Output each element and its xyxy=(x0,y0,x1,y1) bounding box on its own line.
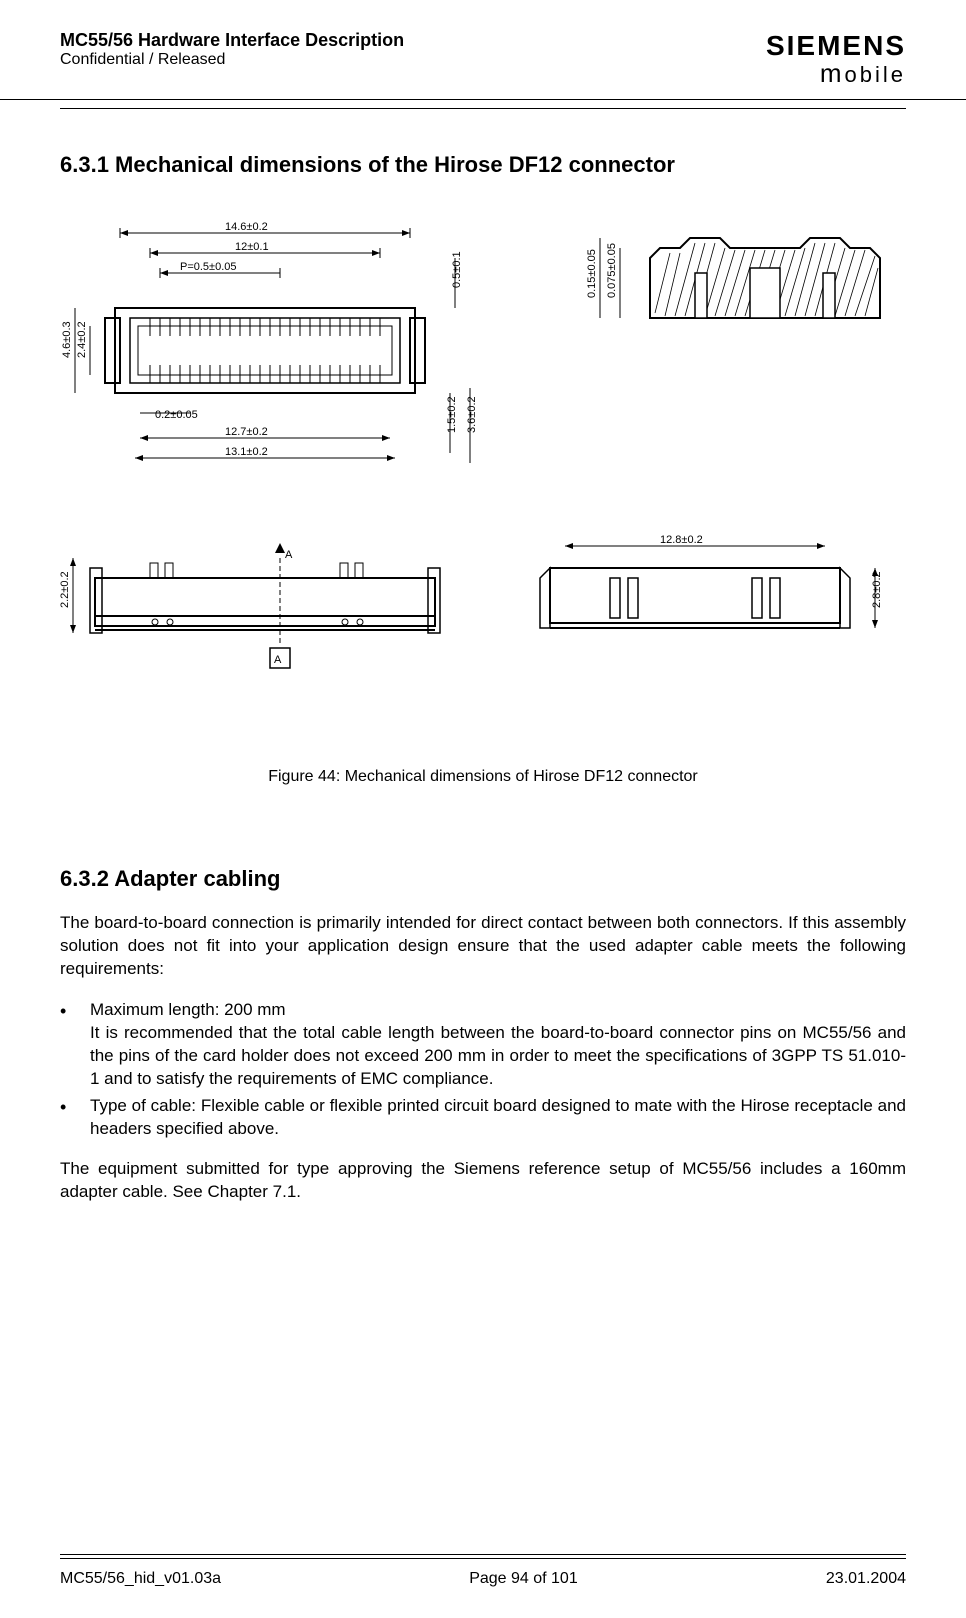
dim-d7: 4.6±0.3 xyxy=(61,321,73,358)
cross-section-group: 0.15±0.05 0.075±0.05 xyxy=(586,238,880,318)
bullet-1: Maximum length: 200 mm It is recommended… xyxy=(60,999,906,1091)
dim-d10: 1.5±0.2 xyxy=(446,396,458,433)
figure-44-caption: Figure 44: Mechanical dimensions of Hiro… xyxy=(60,768,906,786)
dim-d11: 3.6±0.2 xyxy=(466,396,478,433)
front-view-group: 12.8±0.2 2.8±0.2 xyxy=(540,534,883,628)
top-view-group: 14.6±0.2 12±0.1 P=0.5±0.05 xyxy=(61,221,478,463)
logo-m: m xyxy=(820,58,845,88)
page-footer: MC55/56_hid_v01.03a Page 94 of 101 23.01… xyxy=(0,1554,966,1588)
header-left: MC55/56 Hardware Interface Description C… xyxy=(60,30,404,69)
section-632-heading: 6.3.2 Adapter cabling xyxy=(60,866,906,892)
para-632-1: The board-to-board connection is primari… xyxy=(60,912,906,981)
doc-title: MC55/56 Hardware Interface Description xyxy=(60,30,404,51)
header-divider xyxy=(60,108,906,109)
dim-d1: 14.6±0.2 xyxy=(225,221,268,233)
dim-d14: 2.2±0.2 xyxy=(60,571,71,608)
para-632-2: The equipment submitted for type approvi… xyxy=(60,1158,906,1204)
doc-status: Confidential / Released xyxy=(60,51,404,69)
dim-d2: 12±0.1 xyxy=(235,241,269,253)
bullet-1-line1: Maximum length: 200 mm xyxy=(90,1000,286,1019)
main-content: 6.3.1 Mechanical dimensions of the Hiros… xyxy=(0,112,966,1242)
bullet-2: Type of cable: Flexible cable or flexibl… xyxy=(60,1095,906,1141)
logo-sub: mobile xyxy=(820,58,906,89)
dim-d3: P=0.5±0.05 xyxy=(180,261,237,273)
siemens-logo: SIEMENS mobile xyxy=(766,30,906,89)
footer-left: MC55/56_hid_v01.03a xyxy=(60,1570,221,1588)
footer-center: Page 94 of 101 xyxy=(469,1570,578,1588)
page-header: MC55/56 Hardware Interface Description C… xyxy=(0,0,966,100)
dim-d12: 0.15±0.05 xyxy=(586,249,598,298)
label-a-top: A xyxy=(285,549,293,561)
footer-line-2 xyxy=(60,1558,906,1559)
dim-d6: 13.1±0.2 xyxy=(225,446,268,458)
bullet-1-line2: It is recommended that the total cable l… xyxy=(90,1023,906,1088)
dim-d16: 2.8±0.2 xyxy=(871,571,883,608)
section-631-heading: 6.3.1 Mechanical dimensions of the Hiros… xyxy=(60,152,906,178)
label-a-bottom: A xyxy=(274,654,282,666)
dim-d5: 12.7±0.2 xyxy=(225,426,268,438)
dim-d15: 12.8±0.2 xyxy=(660,534,703,546)
side-view-left-group: 2.2±0.2 xyxy=(60,543,440,668)
dim-d9: 0.5±0.1 xyxy=(451,251,463,288)
footer-right: 23.01.2004 xyxy=(826,1570,906,1588)
dim-d8: 2.4±0.2 xyxy=(76,321,88,358)
dim-d13: 0.075±0.05 xyxy=(606,243,618,298)
footer-content: MC55/56_hid_v01.03a Page 94 of 101 23.01… xyxy=(60,1562,906,1588)
footer-line-1 xyxy=(60,1554,906,1555)
diagram-svg: 14.6±0.2 12±0.1 P=0.5±0.05 xyxy=(60,218,906,738)
pins-top xyxy=(150,318,380,383)
connector-diagram: 14.6±0.2 12±0.1 P=0.5±0.05 xyxy=(60,218,906,738)
bullet-list-632: Maximum length: 200 mm It is recommended… xyxy=(60,999,906,1141)
dim-d4: 0.2±0.05 xyxy=(155,409,198,421)
